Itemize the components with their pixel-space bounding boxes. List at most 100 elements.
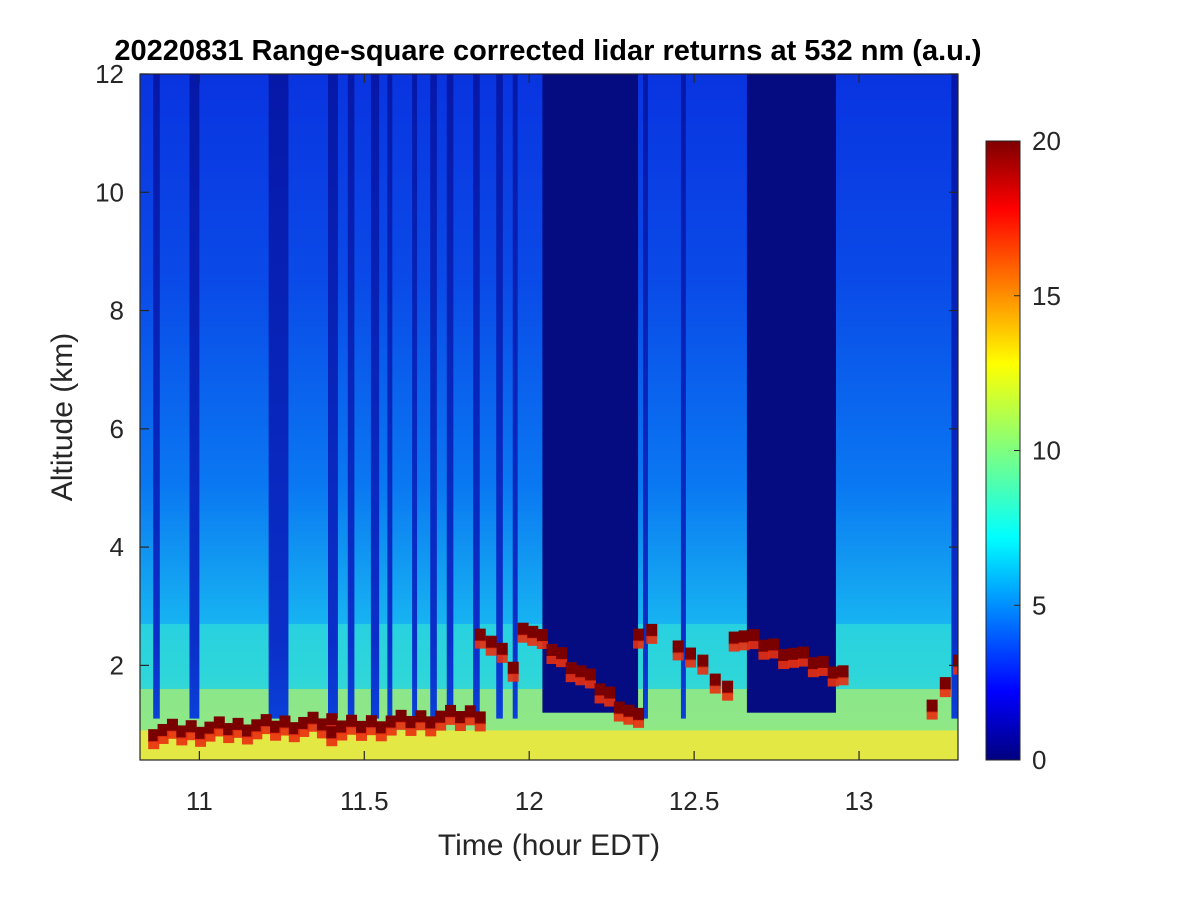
cloud-return-edge — [565, 674, 577, 683]
cloud-return-cell — [425, 716, 437, 730]
cloud-return-edge — [425, 728, 437, 737]
cloud-return-edge — [926, 711, 938, 720]
cloud-return-cell — [148, 729, 160, 743]
cloud-return-edge — [260, 726, 272, 735]
cloud-return-edge — [298, 728, 310, 737]
cloud-return-edge — [195, 738, 207, 747]
dark-profile-column — [680, 74, 686, 719]
cloud-return-cell — [496, 642, 508, 656]
cloud-return-edge — [307, 723, 319, 732]
cloud-return-edge — [454, 723, 466, 732]
cloud-return-cell — [166, 718, 178, 732]
dark-profile-column — [951, 74, 958, 719]
cloud-return-cell — [279, 715, 291, 729]
cloud-return-cell — [672, 640, 684, 654]
surface-aerosol-band — [140, 730, 958, 760]
cloud-return-cell — [355, 720, 367, 734]
cloud-return-edge — [213, 728, 225, 737]
cloud-return-edge — [445, 716, 457, 725]
cloud-return-cell — [594, 683, 606, 697]
dark-profile-column — [153, 74, 160, 719]
cloud-return-edge — [166, 730, 178, 739]
cloud-return-cell — [307, 711, 319, 725]
cloud-return-cell — [748, 629, 760, 643]
cloud-return-edge — [575, 677, 587, 686]
colorbar-tick-label: 15 — [1032, 281, 1061, 311]
chart-title: 20220831 Range-square corrected lidar re… — [114, 35, 981, 67]
cloud-return-cell — [454, 711, 466, 725]
cloud-return-edge — [485, 647, 497, 656]
cloud-return-cell — [223, 723, 235, 737]
y-axis: 2 4 6 8 10 12 — [95, 59, 958, 680]
cloud-return-edge — [827, 678, 839, 687]
x-tick-label: 11 — [186, 786, 213, 816]
cloud-return-edge — [837, 677, 849, 686]
cloud-return-cell — [346, 714, 358, 728]
cloud-return-edge — [613, 713, 625, 722]
dark-profile-column — [746, 74, 836, 713]
cloud-return-edge — [728, 643, 740, 652]
cloud-return-cell — [213, 716, 225, 730]
dark-profile-column — [542, 74, 639, 713]
cloud-return-edge — [185, 732, 197, 741]
cloud-return-cell — [565, 662, 577, 676]
cloud-return-cell — [365, 715, 377, 729]
cloud-return-edge — [953, 666, 958, 675]
cloud-return-edge — [435, 722, 447, 731]
cloud-return-cell — [157, 723, 169, 737]
y-tick-label: 8 — [110, 296, 124, 326]
cloud-return-cell — [316, 718, 328, 732]
cloud-return-cell — [464, 705, 476, 719]
cloud-return-edge — [697, 666, 709, 675]
dark-profile-column — [643, 74, 648, 719]
cloud-return-cell — [385, 715, 397, 729]
cloud-return-cell — [474, 628, 486, 642]
y-tick-label: 2 — [110, 650, 124, 680]
cloud-return-cell — [435, 710, 447, 724]
cloud-return-edge — [355, 732, 367, 741]
cloud-return-edge — [584, 680, 596, 689]
cloud-return-cell — [939, 677, 951, 691]
cloud-return-edge — [316, 730, 328, 739]
dark-profile-column — [328, 74, 338, 719]
cloud-return-cell — [270, 720, 282, 734]
cloud-return-edge — [241, 736, 253, 745]
cloud-return-edge — [527, 637, 539, 646]
cloud-return-edge — [788, 659, 800, 668]
x-axis: 11 11.5 12 12.5 13 — [186, 74, 874, 816]
cloud-return-cell — [546, 644, 558, 658]
cloud-return-edge — [604, 698, 616, 707]
cloud-return-cell — [728, 631, 740, 645]
dark-profile-column — [268, 74, 289, 719]
cloud-return-cell — [758, 639, 770, 653]
cloud-return-edge — [807, 669, 819, 678]
cloud-return-edge — [672, 652, 684, 661]
cloud-return-edge — [817, 667, 829, 676]
cloud-return-edge — [365, 727, 377, 736]
x-tick-label: 11.5 — [340, 786, 389, 816]
cloud-return-edge — [646, 635, 658, 644]
cloud-return-cell — [251, 719, 263, 733]
y-tick-label: 4 — [110, 532, 124, 562]
cloud-return-edge — [474, 640, 486, 649]
cloud-return-edge — [288, 734, 300, 743]
cloud-return-edge — [385, 727, 397, 736]
cloud-return-cell — [633, 707, 645, 721]
dark-profile-column — [387, 74, 393, 719]
cloud-return-cell — [375, 721, 387, 735]
cloud-return-cell — [445, 704, 457, 718]
cloud-return-cell — [926, 699, 938, 713]
colorbar-tick-label: 10 — [1032, 436, 1061, 466]
cloud-return-edge — [709, 685, 721, 694]
cloud-return-edge — [464, 717, 476, 726]
cloud-return-cell — [633, 628, 645, 642]
cloud-return-edge — [232, 729, 244, 738]
cloud-return-cell — [797, 646, 809, 660]
cloud-return-cell — [817, 655, 829, 669]
cloud-return-cell — [260, 714, 272, 728]
cloud-return-cell — [788, 647, 800, 661]
cloud-returns — [148, 622, 958, 750]
cloud-return-cell — [336, 720, 348, 734]
cloud-return-edge — [415, 722, 427, 731]
